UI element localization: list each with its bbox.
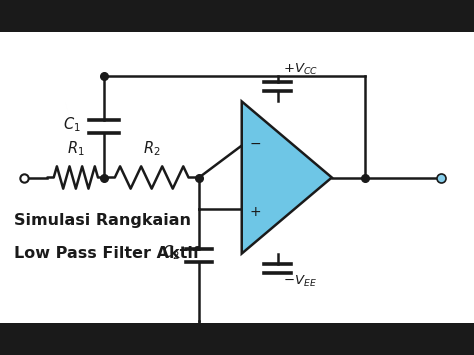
Text: $C_1$: $C_1$ xyxy=(63,115,81,133)
Text: $R_2$: $R_2$ xyxy=(143,140,161,158)
Polygon shape xyxy=(242,102,332,253)
Text: $-V_{EE}$: $-V_{EE}$ xyxy=(283,273,316,289)
Text: $-$: $-$ xyxy=(249,136,261,150)
Text: Low Pass Filter Aktif: Low Pass Filter Aktif xyxy=(14,246,200,261)
Text: $C_2$: $C_2$ xyxy=(162,243,179,262)
Text: Simulasi Rangkaian: Simulasi Rangkaian xyxy=(14,213,191,228)
Text: $+V_{CC}$: $+V_{CC}$ xyxy=(283,61,318,77)
Text: $R_1$: $R_1$ xyxy=(67,140,85,158)
Text: $+$: $+$ xyxy=(249,205,261,219)
